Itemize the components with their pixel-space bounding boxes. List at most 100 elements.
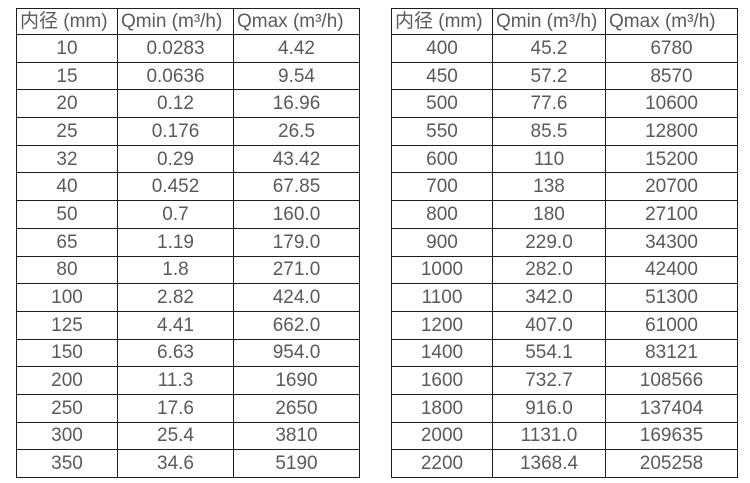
table-row: 80 1.8 271.0 <box>16 255 360 285</box>
table-row: 1200 407.0 61000 <box>391 310 738 340</box>
table-row: 40 0.452 67.85 <box>16 172 360 202</box>
table-row: 550 85.5 12800 <box>391 117 738 146</box>
table-row: 2200 1368.4 205258 <box>391 449 738 478</box>
table-cell: 50 <box>16 200 118 229</box>
table-cell: 1200 <box>391 310 493 340</box>
table-cell: 169635 <box>605 421 738 451</box>
table-cell: 77.6 <box>492 89 606 119</box>
table-cell: 80 <box>16 255 118 285</box>
table-row: 50 0.7 160.0 <box>16 200 360 229</box>
table-cell: 1800 <box>391 393 493 423</box>
table-cell: 20700 <box>605 172 738 202</box>
table-cell: 100 <box>16 283 118 312</box>
table-cell: 125 <box>16 310 118 340</box>
table-cell: 2000 <box>391 421 493 451</box>
table-cell: 600 <box>391 144 493 174</box>
table-cell: 11.3 <box>117 366 234 395</box>
table-cell: 6780 <box>605 34 738 63</box>
table-row: 1100 342.0 51300 <box>391 283 738 312</box>
table-cell: 137404 <box>605 393 738 423</box>
table-cell: 1600 <box>391 366 493 395</box>
table-row: 300 25.4 3810 <box>16 421 360 451</box>
table-cell: 20 <box>16 89 118 119</box>
table-cell: 0.12 <box>117 89 234 119</box>
table-cell: 65 <box>16 227 118 257</box>
table-row: 250 17.6 2650 <box>16 393 360 423</box>
header-row: 内径 (mm) Qmin (m³/h) Qmax (m³/h) <box>391 8 738 35</box>
table-cell: 12800 <box>605 117 738 146</box>
table-cell: 1.8 <box>117 255 234 285</box>
table-row: 900 229.0 34300 <box>391 227 738 257</box>
table-row: 350 34.6 5190 <box>16 449 360 478</box>
table-cell: 407.0 <box>492 310 606 340</box>
table-cell: 1.19 <box>117 227 234 257</box>
table-cell: 2.82 <box>117 283 234 312</box>
table-cell: 51300 <box>605 283 738 312</box>
table-row: 200 11.3 1690 <box>16 366 360 395</box>
column-header: 内径 (mm) <box>391 8 493 35</box>
table-cell: 0.7 <box>117 200 234 229</box>
table-cell: 350 <box>16 449 118 478</box>
table-row: 1000 282.0 42400 <box>391 255 738 285</box>
table-cell: 229.0 <box>492 227 606 257</box>
table-cell: 662.0 <box>233 310 360 340</box>
table-cell: 400 <box>391 34 493 63</box>
table-cell: 554.1 <box>492 338 606 368</box>
table-cell: 2650 <box>233 393 360 423</box>
table-cell: 0.0283 <box>117 34 234 63</box>
table-cell: 15200 <box>605 144 738 174</box>
table-row: 1800 916.0 137404 <box>391 393 738 423</box>
table-row: 1600 732.7 108566 <box>391 366 738 395</box>
table-cell: 250 <box>16 393 118 423</box>
table-cell: 57.2 <box>492 61 606 91</box>
table-cell: 45.2 <box>492 34 606 63</box>
table-row: 500 77.6 10600 <box>391 89 738 119</box>
table-cell: 8570 <box>605 61 738 91</box>
table-cell: 27100 <box>605 200 738 229</box>
table-row: 450 57.2 8570 <box>391 61 738 91</box>
table-cell: 6.63 <box>117 338 234 368</box>
table-cell: 150 <box>16 338 118 368</box>
table-row: 400 45.2 6780 <box>391 34 738 63</box>
table-cell: 3810 <box>233 421 360 451</box>
table-row: 150 6.63 954.0 <box>16 338 360 368</box>
table-cell: 10600 <box>605 89 738 119</box>
table-row: 20 0.12 16.96 <box>16 89 360 119</box>
table-cell: 0.176 <box>117 117 234 146</box>
table-cell: 732.7 <box>492 366 606 395</box>
table-cell: 342.0 <box>492 283 606 312</box>
table-cell: 179.0 <box>233 227 360 257</box>
table-cell: 40 <box>16 172 118 202</box>
table-cell: 1000 <box>391 255 493 285</box>
column-header: Qmin (m³/h) <box>492 8 606 35</box>
table-row: 600 110 15200 <box>391 144 738 174</box>
table-cell: 1400 <box>391 338 493 368</box>
table-cell: 108566 <box>605 366 738 395</box>
table-cell: 916.0 <box>492 393 606 423</box>
table-cell: 26.5 <box>233 117 360 146</box>
table-row: 700 138 20700 <box>391 172 738 202</box>
table-cell: 700 <box>391 172 493 202</box>
table-cell: 500 <box>391 89 493 119</box>
table-cell: 110 <box>492 144 606 174</box>
table-row: 65 1.19 179.0 <box>16 227 360 257</box>
table-row: 10 0.0283 4.42 <box>16 34 360 63</box>
table-cell: 300 <box>16 421 118 451</box>
table-cell: 5190 <box>233 449 360 478</box>
table-cell: 4.41 <box>117 310 234 340</box>
table-cell: 43.42 <box>233 144 360 174</box>
column-header: Qmin (m³/h) <box>117 8 234 35</box>
table-cell: 61000 <box>605 310 738 340</box>
flow-table-large-diameters: 内径 (mm) Qmin (m³/h) Qmax (m³/h) 400 45.2 6780… <box>391 8 738 478</box>
table-cell: 0.0636 <box>117 61 234 91</box>
table-row: 2000 1131.0 169635 <box>391 421 738 451</box>
column-header: 内径 (mm) <box>16 8 118 35</box>
table-cell: 160.0 <box>233 200 360 229</box>
table-cell: 42400 <box>605 255 738 285</box>
table-cell: 9.54 <box>233 61 360 91</box>
header-row: 内径 (mm) Qmin (m³/h) Qmax (m³/h) <box>16 8 360 35</box>
table-cell: 800 <box>391 200 493 229</box>
table-cell: 10 <box>16 34 118 63</box>
table-cell: 67.85 <box>233 172 360 202</box>
table-cell: 282.0 <box>492 255 606 285</box>
